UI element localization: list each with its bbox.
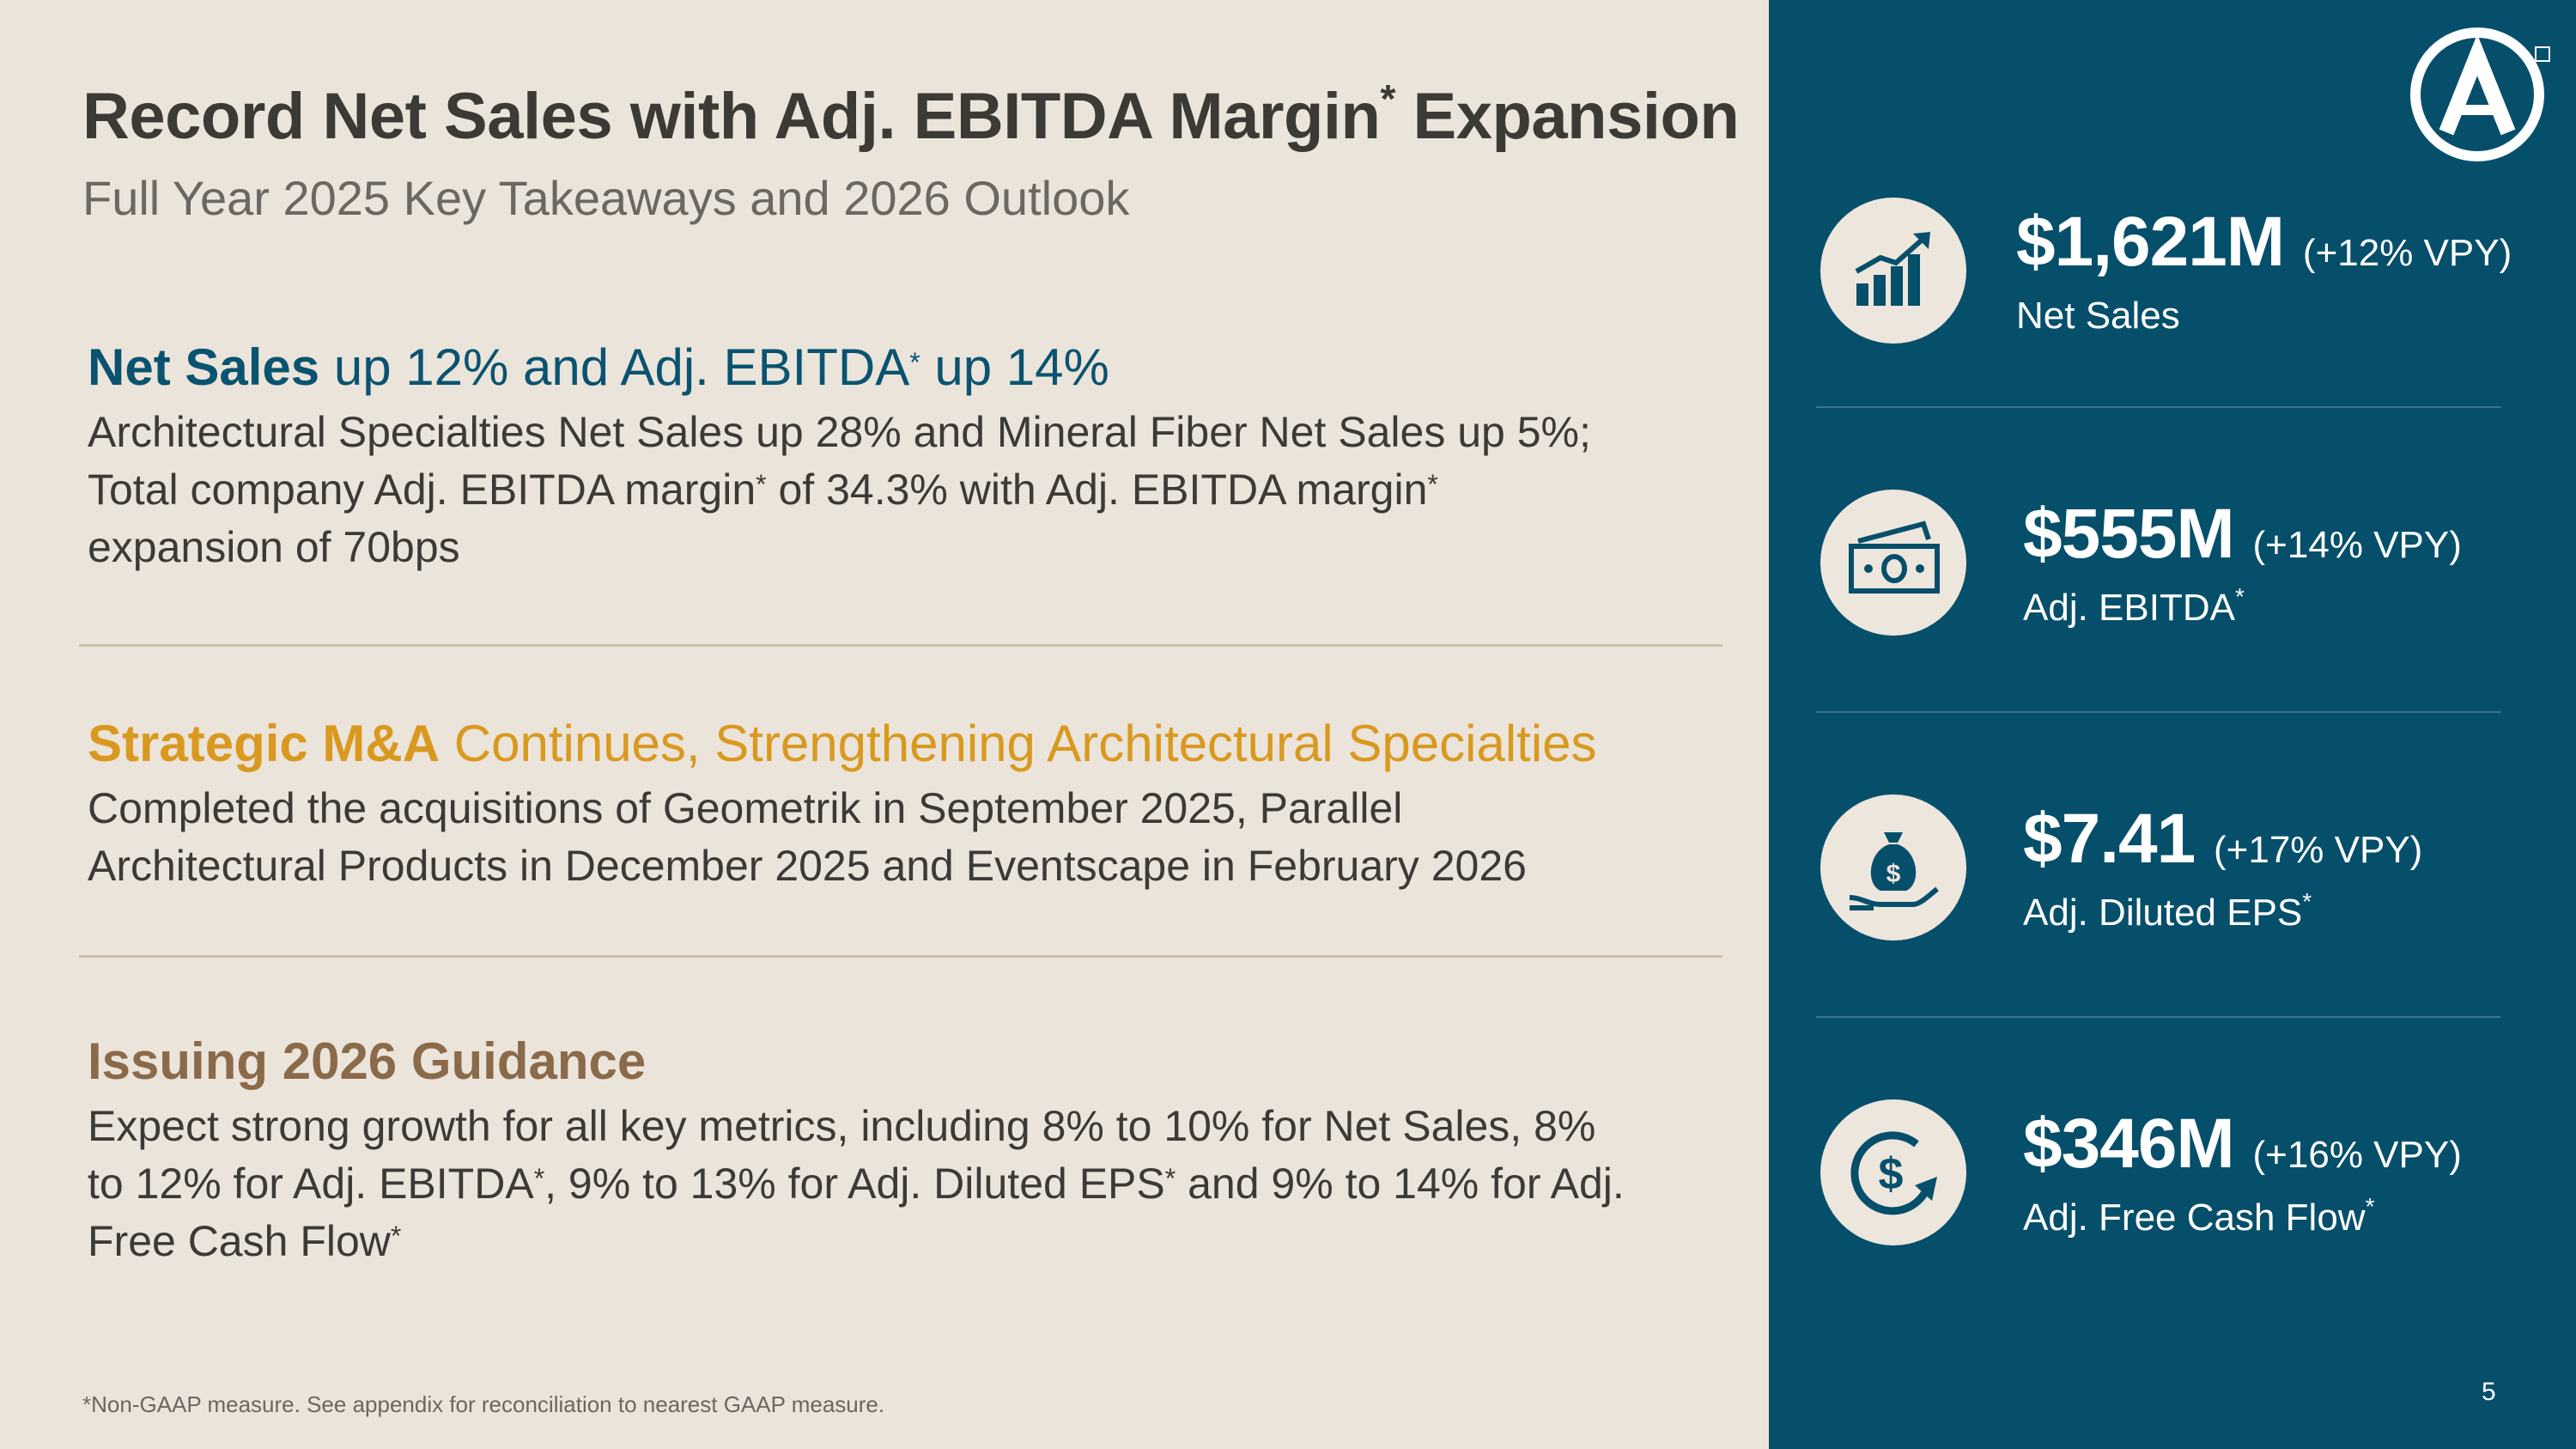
kpi-value: $7.41 <box>2023 800 2196 878</box>
kpi-divider <box>1816 1016 2500 1018</box>
trademark-icon <box>2535 46 2550 62</box>
kpi-change: (+12% VPY) <box>2302 232 2512 274</box>
section-net-sales: Net Sales up 12% and Adj. EBITDA* up 14%… <box>88 337 1745 576</box>
kpi-change: (+16% VPY) <box>2252 1134 2462 1176</box>
kpi-label: Adj. EBITDA* <box>2023 583 2245 629</box>
company-logo-icon <box>2410 27 2544 161</box>
money-bag-hand-icon: $ <box>1820 795 1966 941</box>
page-title: Record Net Sales with Adj. EBITDA Margin… <box>82 76 1740 153</box>
kpi-change: (+14% VPY) <box>2252 524 2462 566</box>
kpi-divider <box>1816 406 2500 408</box>
section-heading: Issuing 2026 Guidance <box>88 1032 647 1090</box>
page-number: 5 <box>2482 1378 2496 1406</box>
section-heading: Strategic M&A Continues, Strengthening A… <box>88 715 1597 772</box>
dollar-cycle-icon: $ <box>1820 1099 1966 1245</box>
cash-bills-icon <box>1820 490 1966 636</box>
bar-chart-growth-icon <box>1820 198 1966 344</box>
section-body: Architectural Specialties Net Sales up 2… <box>88 408 1591 571</box>
kpi-label: Adj. Free Cash Flow* <box>2023 1193 2375 1239</box>
section-divider <box>79 644 1722 647</box>
page-subtitle: Full Year 2025 Key Takeaways and 2026 Ou… <box>82 171 1130 225</box>
section-guidance: Issuing 2026 Guidance Expect strong grow… <box>88 1031 1745 1270</box>
section-body: Completed the acquisitions of Geometrik … <box>88 784 1527 890</box>
section-heading: Net Sales up 12% and Adj. EBITDA* up 14% <box>88 338 1109 396</box>
kpi-net-sales: $1,621M (+12% VPY) Net Sales <box>1820 193 2524 348</box>
kpi-label: Adj. Diluted EPS* <box>2023 888 2312 934</box>
main-content: Record Net Sales with Adj. EBITDA Margin… <box>79 76 1745 1417</box>
footnote: *Non-GAAP measure. See appendix for reco… <box>82 1391 885 1417</box>
kpi-change: (+17% VPY) <box>2214 829 2423 871</box>
svg-text:$: $ <box>1879 1149 1904 1199</box>
kpi-divider <box>1816 711 2500 713</box>
kpi-value: $346M <box>2023 1105 2235 1183</box>
kpi-label: Net Sales <box>2016 295 2180 337</box>
section-body: Expect strong growth for all key metrics… <box>88 1102 1625 1265</box>
kpi-value: $1,621M <box>2016 203 2285 281</box>
kpi-adj-diluted-eps: $ $7.41 (+17% VPY) Adj. Diluted EPS* <box>1820 790 2524 945</box>
kpi-value: $555M <box>2023 495 2235 573</box>
section-strategic-ma: Strategic M&A Continues, Strengthening A… <box>88 713 1745 895</box>
kpi-adj-free-cash-flow: $ $346M (+16% VPY) Adj. Free Cash Flow* <box>1820 1095 2524 1250</box>
kpi-adj-ebitda: $555M (+14% VPY) Adj. EBITDA* <box>1820 485 2524 640</box>
svg-text:$: $ <box>1886 860 1901 888</box>
section-divider <box>79 955 1722 958</box>
